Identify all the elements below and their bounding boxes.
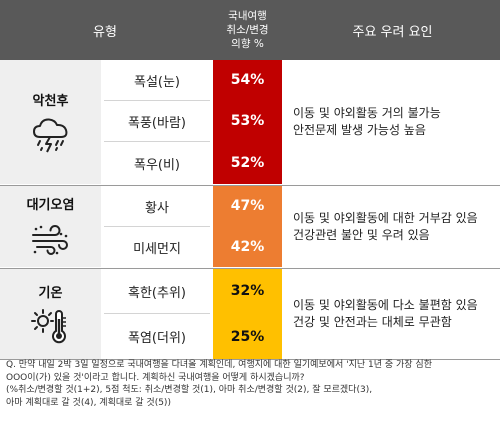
header-factor: 주요 우려 요인 [352,24,433,40]
header-percent-line3: 의향 % [231,38,264,50]
table-header: 유형 국내여행 취소/변경 의향 % 주요 우려 요인 [0,0,500,60]
row-divider [104,141,210,142]
factor-severe-line2: 안전문제 발생 가능성 높음 [293,123,426,137]
footnote-line4: 아마 계획대로 갈 것(4), 계획대로 갈 것(5)) [6,397,171,408]
group-divider [0,268,500,269]
footnote-line3: (%취소/변경할 것(1+2), 5점 척도: 취소/변경할 것(1), 아마 … [6,385,373,395]
footnote-line2: OOO이(가) 있을 것'이라고 합니다. 계획하신 국내여행을 어떻게 하시겠… [6,372,305,383]
group-temperature: 기온 [0,269,101,359]
row-label-yellow-dust: 황사 [145,200,169,216]
survey-question-footnote: Q. 만약 내일 2박 3일 일정으로 국내여행을 다녀올 계획인데, 여행지에… [6,359,496,409]
pct-fine-dust: 42% [230,239,265,255]
pct-heavy-rain: 52% [230,155,265,171]
dust-wind-icon [31,225,68,255]
pct-cold-wave: 32% [230,283,265,299]
row-label-heavy-snow: 폭설(눈) [133,74,181,90]
row-divider [104,313,210,314]
factor-temperature: 이동 및 야외활동에 다소 불편함 있음 건강 및 안전과는 대체로 무관함 [285,269,498,359]
table-bottom-border [0,359,500,360]
pct-heat-wave: 25% [230,328,265,345]
row-divider [104,100,210,101]
pct-block-severe [213,60,282,184]
header-percent-line2: 취소/변경 [226,24,269,36]
header-percent-line1: 국내여행 [228,10,267,22]
pct-heavy-snow: 54% [230,72,265,88]
header-percent: 국내여행 취소/변경 의향 % [213,0,282,60]
group-name-temperature: 기온 [38,285,63,301]
group-name-air-pollution: 대기오염 [26,198,75,213]
row-label-fine-dust: 미세먼지 [133,241,181,257]
footnote-line1: Q. 만약 내일 2박 3일 일정으로 국내여행을 다녀올 계획인데, 여행지에… [6,360,432,370]
factor-temperature-line2: 건강 및 안전과는 대체로 무관함 [293,315,452,329]
header-type: 유형 [93,24,117,40]
thermometer-sun-icon [30,308,66,343]
factor-temperature-line1: 이동 및 야외활동에 다소 불편함 있음 [293,298,478,312]
group-name-severe-weather: 악천후 [32,93,69,109]
factor-severe-weather: 이동 및 야외활동 거의 불가능 안전문제 발생 가능성 높음 [285,60,498,184]
group-air-pollution: 대기오염 [0,186,101,267]
row-label-heavy-rain: 폭우(비) [133,157,181,173]
factor-air-pollution: 이동 및 야외활동에 대한 거부감 있음 건강관련 불안 및 우려 있음 [285,186,498,267]
row-label-heat-wave: 폭염(더위) [128,331,186,346]
factor-pollution-line1: 이동 및 야외활동에 대한 거부감 있음 [293,210,478,225]
pct-block-temperature [213,269,282,359]
group-divider [0,185,500,186]
factor-severe-line1: 이동 및 야외활동 거의 불가능 [293,106,441,120]
row-label-storm: 폭풍(바람) [128,115,186,131]
storm-cloud-icon [32,117,67,152]
pct-storm: 53% [230,113,265,129]
factor-pollution-line2: 건강관련 불안 및 우려 있음 [293,227,430,242]
pct-yellow-dust: 47% [230,198,265,214]
row-divider [104,226,210,227]
row-label-cold-wave: 혹한(추위) [128,285,186,301]
group-severe-weather: 악천후 [0,60,101,184]
pct-block-pollution [213,186,282,267]
